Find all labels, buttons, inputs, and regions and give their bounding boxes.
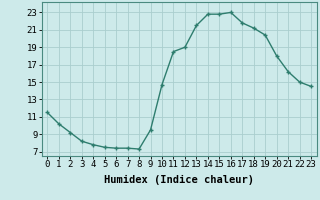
X-axis label: Humidex (Indice chaleur): Humidex (Indice chaleur) xyxy=(104,175,254,185)
